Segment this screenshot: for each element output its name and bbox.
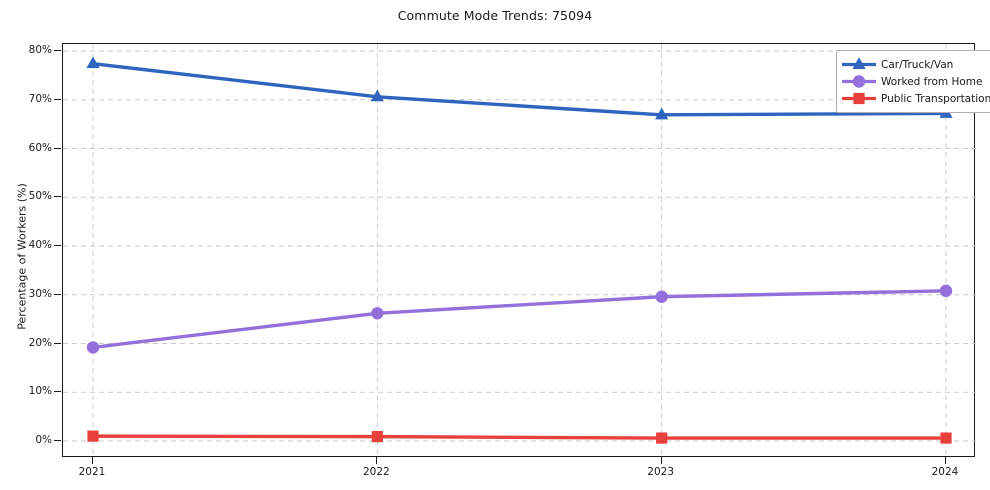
- x-tick-label: 2021: [78, 466, 106, 478]
- legend-triangle-icon: [841, 56, 877, 73]
- y-tick-label: 0%: [35, 434, 52, 446]
- x-tick-mark: [660, 457, 662, 464]
- y-tick-mark: [54, 440, 61, 441]
- data-point-marker: [853, 92, 865, 105]
- y-tick-mark: [54, 147, 61, 149]
- y-tick-label: 60%: [28, 141, 52, 154]
- series-line: [91, 434, 948, 440]
- y-tick-mark: [54, 98, 61, 100]
- y-tick-label: 40%: [28, 239, 52, 251]
- y-tick-label: 50%: [28, 190, 52, 203]
- y-tick-mark: [54, 245, 61, 246]
- x-tick-mark: [376, 457, 378, 464]
- data-point-marker: [86, 56, 100, 69]
- legend-item[interactable]: Public Transportation: [841, 90, 990, 107]
- legend-label: Car/Truck/Van: [881, 58, 954, 71]
- y-tick-label: 80%: [28, 44, 52, 56]
- data-point-marker: [852, 57, 866, 69]
- x-tick-mark: [92, 457, 93, 464]
- data-point-marker: [655, 107, 669, 120]
- y-tick-mark: [54, 342, 61, 344]
- legend-circle-icon: [841, 73, 877, 90]
- data-point-marker: [655, 290, 668, 303]
- x-tick-label: 2023: [647, 466, 675, 478]
- data-point-marker: [939, 284, 953, 298]
- x-tick-label: 2024: [931, 466, 959, 478]
- data-point-marker: [86, 341, 100, 354]
- plot-area: [62, 43, 976, 458]
- y-tick-label: 10%: [28, 385, 52, 398]
- data-point-marker: [370, 89, 384, 102]
- legend-label: Public Transportation: [881, 92, 990, 105]
- data-point-marker: [371, 431, 383, 443]
- x-tick-label: 2022: [362, 466, 390, 478]
- data-point-marker: [656, 432, 668, 444]
- chart-legend: Car/Truck/Van Worked from Home Public Tran…: [836, 50, 990, 113]
- series-line: [91, 61, 948, 117]
- data-point-marker: [87, 430, 99, 442]
- y-tick-mark: [54, 50, 61, 51]
- data-point-marker: [852, 75, 866, 88]
- legend-square-icon: [841, 90, 877, 107]
- data-series-layer: [86, 56, 953, 444]
- y-tick-label: 70%: [28, 92, 52, 105]
- y-tick-label: 30%: [28, 287, 52, 300]
- data-point-marker: [371, 307, 384, 320]
- y-tick-mark: [54, 391, 61, 393]
- y-tick-label: 20%: [28, 336, 52, 349]
- y-tick-mark: [54, 196, 61, 198]
- x-tick-mark: [945, 457, 946, 464]
- legend-item[interactable]: Worked from Home: [841, 73, 990, 90]
- y-axis-label: Percentage of Workers (%): [15, 183, 29, 330]
- series-line: [91, 289, 948, 350]
- legend-item[interactable]: Car/Truck/Van: [841, 56, 990, 73]
- y-tick-mark: [54, 293, 61, 295]
- chart-title: Commute Mode Trends: 75094: [397, 8, 593, 23]
- legend-label: Worked from Home: [881, 75, 983, 88]
- data-point-marker: [940, 432, 952, 444]
